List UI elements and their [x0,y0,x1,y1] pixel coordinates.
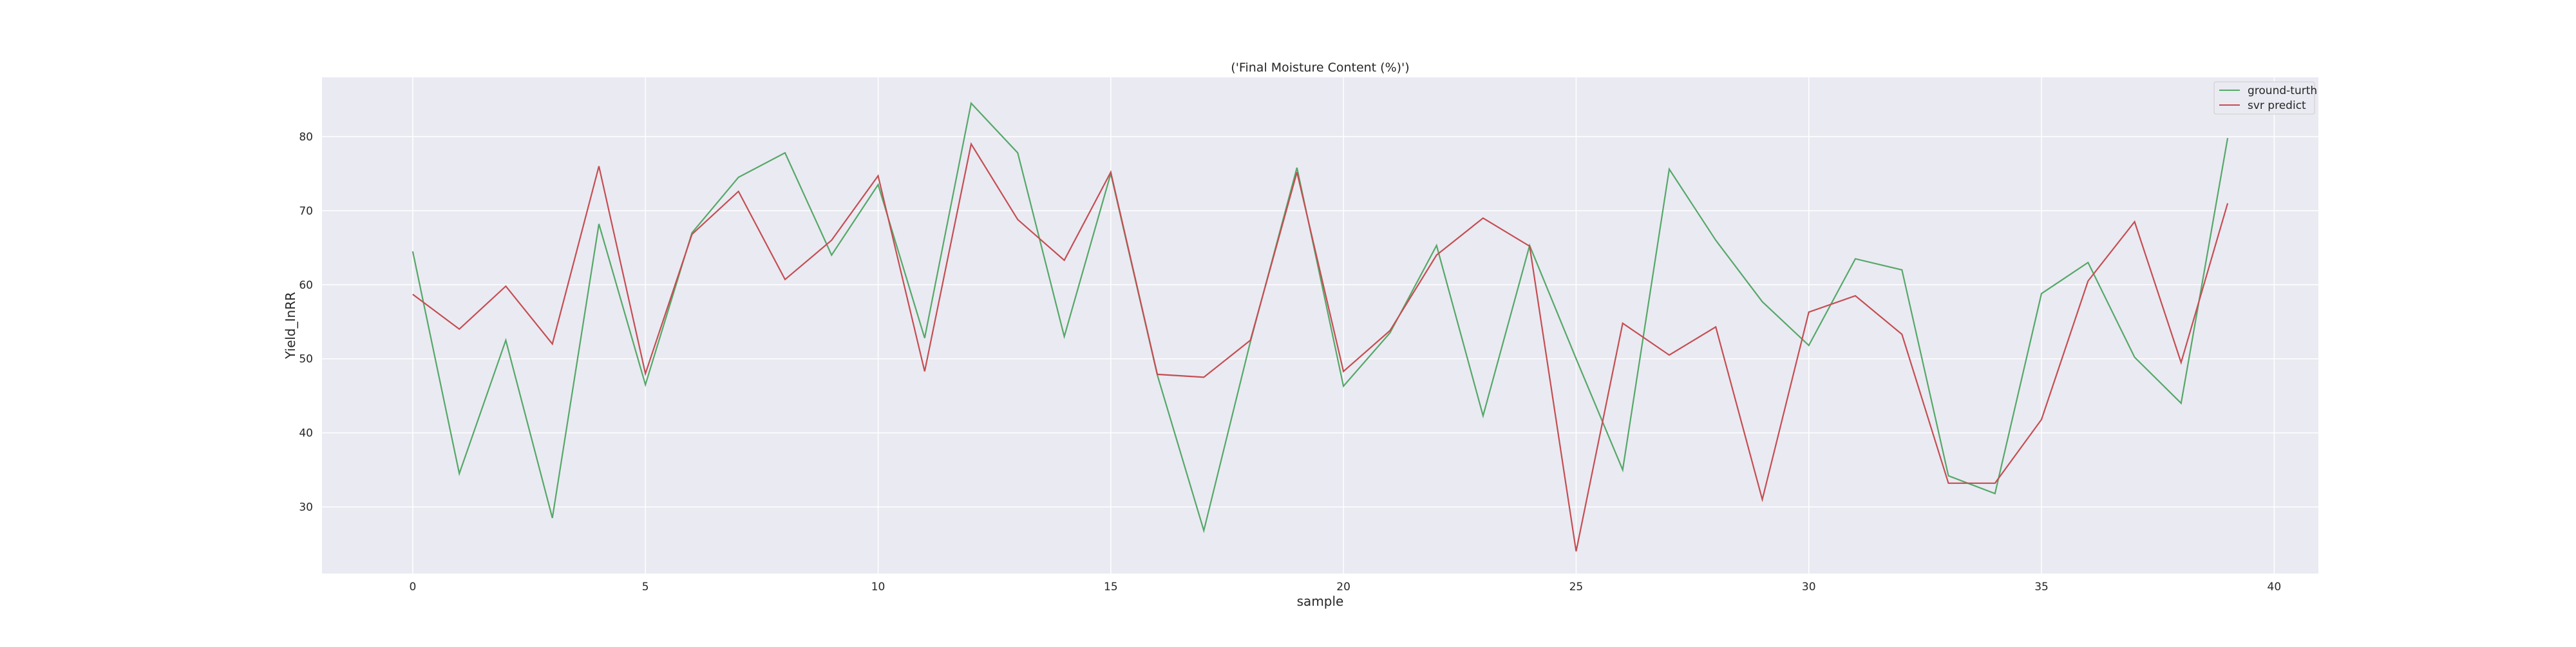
y-tick-label-40: 40 [299,427,313,440]
legend-label-svr-predict: svr predict [2248,99,2306,112]
x-gridlines [412,77,2275,574]
x-tick-label-5: 5 [642,581,649,594]
x-tick-label-15: 15 [1104,581,1118,594]
legend-label-ground-truth: ground-turth [2248,84,2317,97]
y-tick-label-80: 80 [299,131,313,144]
plot-area [322,77,2318,574]
series-line-svr-predict [412,142,2229,552]
y-axis-label: Yield_InRR [283,292,298,360]
x-tick-label-40: 40 [2268,581,2282,594]
x-tick-label-0: 0 [409,581,416,594]
y-tick-label-60: 60 [299,279,313,292]
y-tick-label-50: 50 [299,353,313,366]
x-tick-label-10: 10 [871,581,886,594]
x-tick-labels: 0 5 10 15 20 25 30 35 40 [409,581,2281,594]
y-tick-label-70: 70 [299,205,313,218]
legend: ground-turth svr predict [2213,81,2317,115]
series-line-ground-turth [412,101,2229,534]
x-tick-label-30: 30 [1802,581,1816,594]
y-gridlines [322,136,2318,508]
y-tick-labels: 30 40 50 60 70 80 [299,131,313,514]
series-layer [412,101,2229,552]
y-tick-label-30: 30 [299,501,313,514]
x-axis-label: sample [1297,594,1344,609]
chart-title: ('Final Moisture Content (%)') [1231,61,1409,75]
x-tick-label-25: 25 [1569,581,1584,594]
x-tick-label-35: 35 [2034,581,2049,594]
x-tick-label-20: 20 [1336,581,1350,594]
